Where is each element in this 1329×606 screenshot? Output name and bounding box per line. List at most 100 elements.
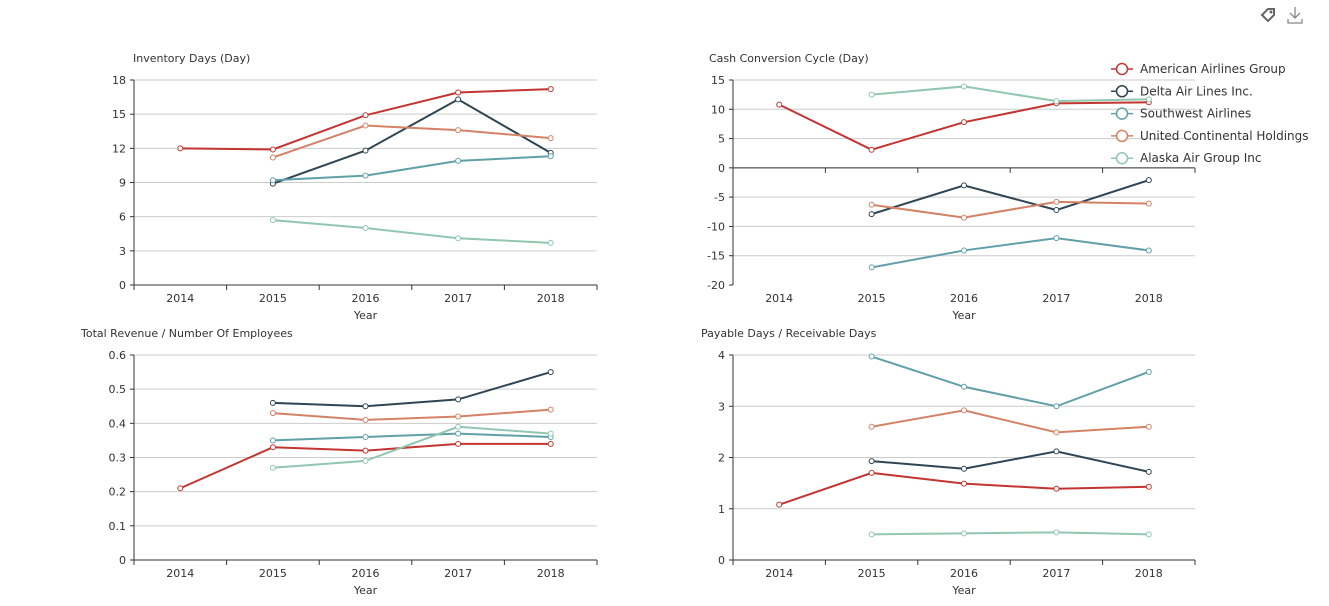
data-point[interactable]: [362, 112, 369, 119]
data-point[interactable]: [1053, 98, 1060, 105]
data-point[interactable]: [961, 383, 967, 390]
legend-item[interactable]: United Continental Holdings: [1111, 129, 1309, 143]
legend-item[interactable]: Delta Air Lines Inc.: [1111, 84, 1253, 98]
data-point[interactable]: [455, 89, 462, 96]
data-point[interactable]: [1053, 429, 1060, 436]
data-point[interactable]: [547, 135, 554, 142]
y-tick-label: -15: [707, 250, 725, 263]
data-point[interactable]: [362, 147, 369, 154]
data-point[interactable]: [547, 153, 554, 160]
data-point[interactable]: [269, 410, 276, 417]
data-point[interactable]: [961, 465, 967, 472]
data-point[interactable]: [269, 177, 276, 184]
data-point[interactable]: [547, 406, 554, 413]
data-point[interactable]: [269, 399, 276, 406]
y-tick-label: 0: [718, 162, 725, 175]
data-point[interactable]: [1145, 531, 1152, 538]
data-point[interactable]: [362, 457, 369, 464]
data-point[interactable]: [776, 501, 783, 508]
data-point[interactable]: [868, 211, 875, 218]
data-point[interactable]: [547, 369, 554, 376]
x-tick-label: 2014: [765, 567, 793, 580]
data-point[interactable]: [868, 423, 875, 430]
data-point[interactable]: [1053, 403, 1060, 410]
data-point[interactable]: [547, 440, 554, 447]
data-point[interactable]: [362, 172, 369, 179]
data-point[interactable]: [455, 430, 462, 437]
data-point[interactable]: [1145, 200, 1152, 207]
data-point[interactable]: [868, 91, 875, 98]
data-point[interactable]: [547, 430, 554, 437]
data-point[interactable]: [547, 239, 554, 246]
data-point[interactable]: [547, 86, 554, 93]
data-point[interactable]: [868, 353, 875, 360]
data-point[interactable]: [961, 214, 967, 221]
data-point[interactable]: [961, 119, 967, 126]
data-point[interactable]: [455, 127, 462, 134]
data-point[interactable]: [455, 413, 462, 420]
data-point[interactable]: [868, 469, 875, 476]
data-point[interactable]: [177, 485, 184, 492]
tag-icon[interactable]: [1258, 5, 1278, 25]
data-point[interactable]: [1053, 235, 1060, 242]
data-point[interactable]: [362, 416, 369, 423]
data-point[interactable]: [961, 480, 967, 487]
data-point[interactable]: [868, 146, 875, 153]
data-point[interactable]: [1053, 207, 1060, 214]
data-point[interactable]: [455, 423, 462, 430]
chart-1: Inventory Days (Day) 0 3 6 9 12 15 18 2014 2015 20…: [112, 52, 598, 322]
chart-4: Payable Days / Receivable Days 0 1 2 3 4 2014 2…: [701, 327, 1196, 597]
data-point[interactable]: [362, 225, 369, 232]
data-point[interactable]: [455, 440, 462, 447]
data-point[interactable]: [269, 444, 276, 451]
data-point[interactable]: [961, 83, 967, 90]
data-point[interactable]: [269, 217, 276, 224]
data-point[interactable]: [455, 235, 462, 242]
chart-2: Cash Conversion Cycle (Day) -20 -15 -10 -5 0 5…: [707, 52, 1196, 322]
legend-item[interactable]: Alaska Air Group Inc: [1111, 151, 1261, 165]
data-point[interactable]: [1053, 485, 1060, 492]
data-point[interactable]: [1145, 423, 1152, 430]
data-point[interactable]: [868, 531, 875, 538]
data-point[interactable]: [1053, 529, 1060, 536]
data-point[interactable]: [868, 201, 875, 208]
x-axis-label: Year: [353, 584, 378, 597]
data-point[interactable]: [961, 530, 967, 537]
download-icon[interactable]: [1285, 5, 1305, 25]
data-point[interactable]: [1145, 96, 1152, 103]
data-point[interactable]: [1145, 177, 1152, 184]
legend-label: American Airlines Group: [1140, 62, 1286, 76]
y-tick-label: -5: [714, 191, 725, 204]
data-point[interactable]: [776, 101, 783, 108]
data-point[interactable]: [961, 407, 967, 414]
data-point[interactable]: [362, 122, 369, 129]
data-point[interactable]: [455, 96, 462, 103]
data-point[interactable]: [961, 247, 967, 254]
data-point[interactable]: [177, 145, 184, 152]
data-point[interactable]: [269, 437, 276, 444]
data-point[interactable]: [1145, 368, 1152, 375]
data-point[interactable]: [868, 264, 875, 271]
legend-label: United Continental Holdings: [1140, 129, 1309, 143]
data-point[interactable]: [269, 146, 276, 153]
data-point[interactable]: [1145, 247, 1152, 254]
data-point[interactable]: [1145, 483, 1152, 490]
data-point[interactable]: [961, 182, 967, 189]
data-point[interactable]: [269, 464, 276, 471]
data-point[interactable]: [868, 458, 875, 465]
series-line-1: [871, 450, 1150, 473]
data-point[interactable]: [362, 434, 369, 440]
data-point[interactable]: [269, 154, 276, 161]
data-point[interactable]: [362, 403, 369, 410]
series-line-3: [871, 200, 1149, 219]
data-point[interactable]: [1145, 468, 1152, 475]
chart-title: Total Revenue / Number Of Employees: [80, 327, 293, 340]
data-point[interactable]: [1053, 448, 1060, 455]
data-point[interactable]: [1053, 198, 1060, 205]
series-line-1: [272, 371, 551, 408]
legend-item[interactable]: American Airlines Group: [1111, 62, 1286, 76]
data-point[interactable]: [455, 396, 462, 403]
data-point[interactable]: [362, 447, 369, 454]
legend-item[interactable]: Southwest Airlines: [1111, 107, 1251, 121]
data-point[interactable]: [455, 157, 462, 164]
